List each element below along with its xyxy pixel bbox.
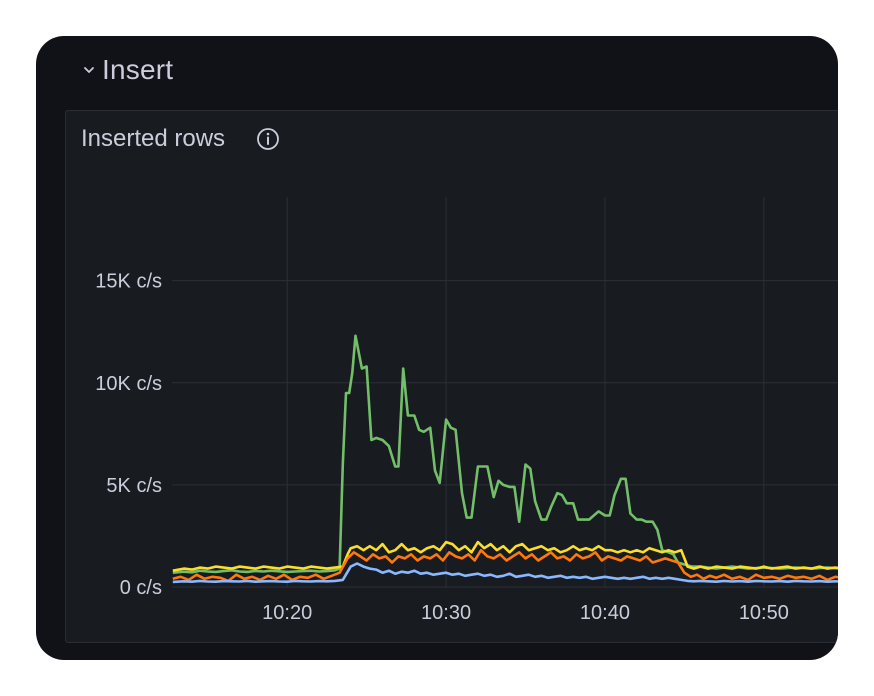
grid-lines (172, 197, 838, 588)
y-tick-label: 0 c/s (120, 577, 162, 599)
x-tick-label: 10:40 (580, 602, 630, 624)
series-line-2[interactable] (172, 548, 838, 583)
series-lines (172, 334, 838, 584)
series-line-3[interactable] (172, 562, 838, 584)
x-tick-label: 10:50 (739, 602, 789, 624)
x-axis: 10:20 10:30 10:40 10:50 (262, 602, 789, 624)
row-title: Insert (102, 54, 174, 85)
x-tick-label: 10:20 (262, 602, 312, 624)
series-line-1[interactable] (172, 540, 838, 572)
series-line-0[interactable] (172, 334, 838, 574)
x-tick-label: 10:30 (421, 602, 471, 624)
chevron-down-icon (84, 67, 94, 73)
y-tick-label: 15K c/s (95, 271, 162, 293)
row-collapse-toggle[interactable]: Insert (82, 50, 173, 90)
panel-title: Inserted rows (81, 125, 226, 152)
y-tick-label: 10K c/s (95, 373, 162, 395)
inserted-rows-panel[interactable]: Inserted rows 0 c/s 5K c/s 10K c/s 15K c/s … (65, 110, 838, 643)
dashboard-window: Insert Inserted rows 0 c/s 5K c/s 10K c/s 1… (36, 36, 838, 660)
info-icon[interactable] (255, 126, 281, 152)
y-tick-label: 5K c/s (106, 475, 162, 497)
panel-header: Inserted rows (81, 123, 281, 155)
y-axis: 0 c/s 5K c/s 10K c/s 15K c/s (95, 271, 162, 599)
inserted-rows-chart[interactable]: 0 c/s 5K c/s 10K c/s 15K c/s 10:20 10:30 10:4… (66, 111, 838, 642)
